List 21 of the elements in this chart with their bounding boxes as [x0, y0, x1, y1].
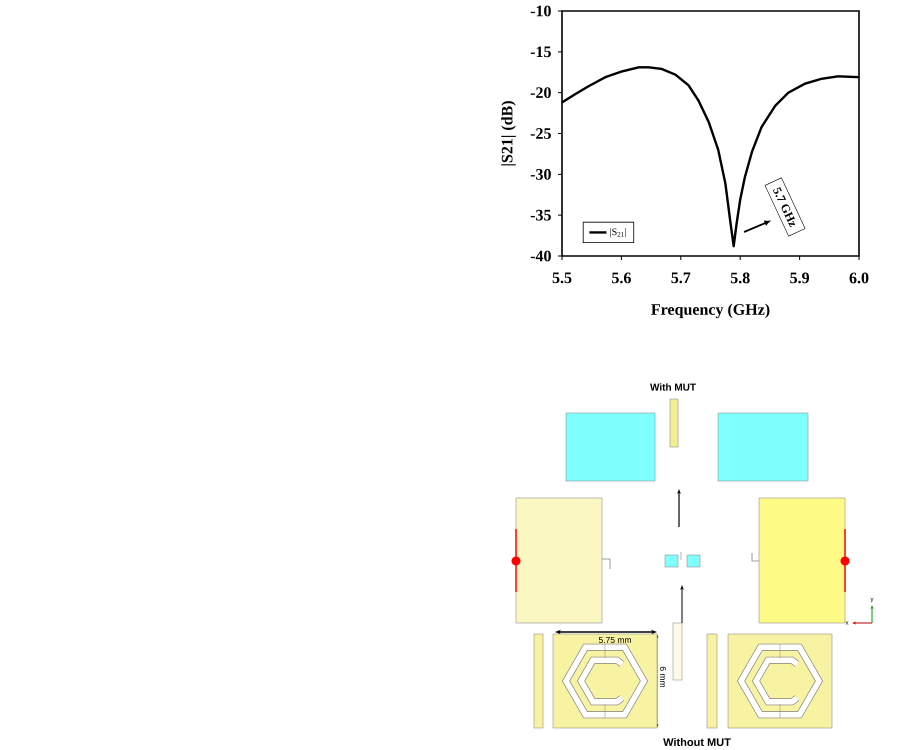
text: 6 mm — [660, 666, 666, 688]
x-tick-label: 5.8 — [730, 272, 750, 284]
x-tick-label: 5.5 — [552, 272, 572, 284]
x-axis-title: Frequency (GHz) — [651, 304, 770, 318]
text: With MUT — [650, 383, 696, 391]
y-tick-label: -10 — [530, 6, 551, 16]
x-tick-label: 5.9 — [790, 272, 810, 284]
text: 5.75 mm — [598, 637, 631, 643]
y-tick-label: -15 — [530, 46, 551, 58]
y-tick-label: -20 — [530, 87, 551, 98]
y-tick-label: -30 — [530, 168, 551, 180]
y-axis-title: |S21| (dB) — [501, 101, 516, 166]
y-tick-label: -35 — [530, 210, 551, 221]
legend-label: |S$_{21}$| — [610, 228, 626, 238]
x-tick-label: 5.7 — [671, 272, 690, 284]
text: Without MUT — [663, 738, 731, 746]
y-tick-label: -25 — [530, 128, 551, 139]
annotation: 5.7 GHz — [772, 187, 796, 228]
x-tick-label: 5.6 — [612, 272, 631, 284]
x-tick-label: 6.0 — [850, 272, 868, 284]
y-tick-label: -40 — [530, 250, 551, 262]
